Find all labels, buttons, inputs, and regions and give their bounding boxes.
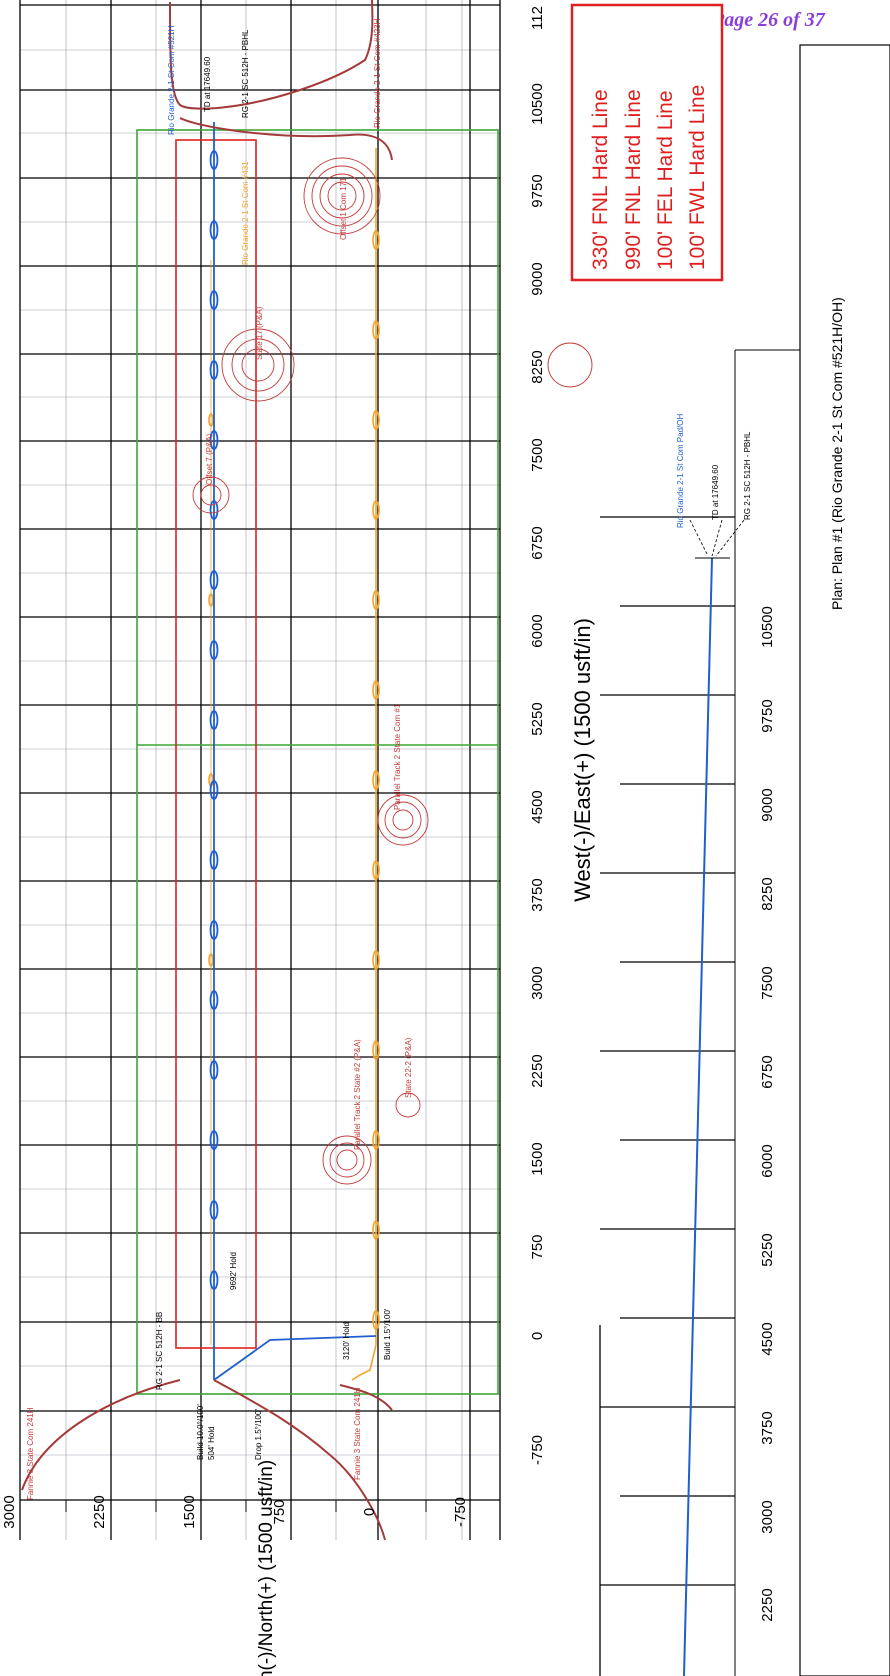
ann-hold-9692: 9692' Hold xyxy=(229,1252,238,1290)
main-y-tick-labels: 3000 2250 1500 750 0 -750 xyxy=(1,1495,469,1528)
ann-hold-3120: 3120' Hold xyxy=(342,1322,351,1360)
y-axis-label: South(-)/North(+) (1500 usft/in) xyxy=(256,1460,277,1676)
lower-tick-9750: 9750 xyxy=(759,699,776,732)
x-tick-8250: 8250 xyxy=(529,350,546,383)
lower-pbhl-label: RG 2-1 SC 512H - PBHL xyxy=(743,431,752,520)
lower-tick-5250: 5250 xyxy=(759,1233,776,1266)
hard-line-legend-box xyxy=(570,3,724,282)
ann-state-22: State 22-2 (P&A) xyxy=(404,1037,413,1098)
legend-line-4: 100' FWL Hard Line xyxy=(686,85,709,270)
lower-well-path xyxy=(683,557,713,1676)
ann-td: TD at 17649.60 xyxy=(203,56,212,112)
ann-fannie-3: Fannie 3 State Com 241H xyxy=(353,1387,362,1480)
main-major-grid xyxy=(19,0,501,1540)
y-tick-1500: 1500 xyxy=(181,1495,198,1528)
ann-rio-grande-431: Rio Grande 2-1 St Com #431 xyxy=(241,161,250,265)
lower-tick-7500: 7500 xyxy=(759,966,776,999)
green-hard-line xyxy=(136,129,499,1395)
x-tick-5250: 5250 xyxy=(529,702,546,735)
x-tick-7500: 7500 xyxy=(529,438,546,471)
x-tick-3750: 3750 xyxy=(529,878,546,911)
ann-fannie-3b: Fannie 3 State Com 241H xyxy=(26,1407,35,1500)
lower-tick-3750: 3750 xyxy=(759,1411,776,1444)
legend-line-2: 990' FNL Hard Line xyxy=(622,89,645,270)
x-tick-0: 0 xyxy=(529,1332,546,1340)
lower-tick-4500: 4500 xyxy=(759,1322,776,1355)
x-axis-label: West(-)/East(+) (1500 usft/in) xyxy=(570,618,595,902)
lower-tick-9000: 9000 xyxy=(759,788,776,821)
y-tick-0: 0 xyxy=(361,1508,378,1516)
lower-leaders xyxy=(689,519,745,557)
x-tick-9750: 9750 xyxy=(529,174,546,207)
offset-well-labels: Rio Grande 2-1 St Com #521H Rio Grande 2… xyxy=(26,18,413,1500)
x-tick-750: 750 xyxy=(529,1234,546,1259)
plan-caption-text: Plan: Plan #1 (Rio Grande 2-1 St Com #52… xyxy=(829,297,845,610)
lower-plot: Rio Grande 2-1 St Com Pad/OH TD at 17649… xyxy=(599,414,776,1676)
ann-drop: Drop 1.5°/100' xyxy=(254,1409,263,1460)
lower-pad-label: Rio Grande 2-1 St Com Pad/OH xyxy=(676,414,685,528)
ann-state-17: State 17 (P&A) xyxy=(255,306,264,360)
red-setback-box xyxy=(175,139,257,1349)
ann-build-10: Build 10.0°/100' xyxy=(196,1404,205,1460)
blue-planned-well xyxy=(209,122,377,1381)
x-tick-minus-750: -750 xyxy=(529,1435,546,1465)
maroon-lease-curves xyxy=(21,0,393,1541)
lower-x-tick-labels: 2250 3000 3750 4500 5250 6000 6750 7500 … xyxy=(759,606,776,1622)
x-tick-1500: 1500 xyxy=(529,1142,546,1175)
legend-line-3: 100' FEL Hard Line xyxy=(654,90,677,270)
ann-parallel-track-1: Parallel Track 2 State Com #1 xyxy=(393,703,402,810)
main-minor-grid xyxy=(20,0,500,1540)
main-plot: 3000 2250 1500 750 0 -750 South(-)/North… xyxy=(1,0,595,1676)
lower-grid xyxy=(599,516,735,1676)
x-tick-10500: 10500 xyxy=(529,83,546,125)
ann-hold-504: 504' Hold xyxy=(207,1426,216,1460)
lower-tick-2250: 2250 xyxy=(759,1588,776,1621)
main-axis-ticks xyxy=(19,1500,471,1520)
main-x-tick-labels: -750 0 750 1500 2250 3000 3750 4500 5250… xyxy=(529,6,546,1465)
legend-line-1: 330' FNL Hard Line xyxy=(589,89,612,270)
offset-well-circles xyxy=(192,157,593,1185)
x-tick-6000: 6000 xyxy=(529,614,546,647)
y-tick-2250: 2250 xyxy=(91,1495,108,1528)
lower-td-label: TD at 17649.60 xyxy=(711,464,720,520)
lower-tick-8250: 8250 xyxy=(759,877,776,910)
x-tick-9000: 9000 xyxy=(529,262,546,295)
ann-parallel-track-2: Parallel Track 2 State #2 (P&A) xyxy=(353,1039,362,1150)
lower-tick-6000: 6000 xyxy=(759,1144,776,1177)
x-tick-4500: 4500 xyxy=(529,790,546,823)
hard-line-legend: 330' FNL Hard Line 990' FNL Hard Line 10… xyxy=(570,3,724,282)
x-tick-112: 112 xyxy=(529,6,546,30)
main-annotations: RG 2-1 SC 512H - BB 9692' Hold Build 10.… xyxy=(155,29,392,1460)
lower-tick-10500: 10500 xyxy=(759,606,776,648)
ann-rg-bb: RG 2-1 SC 512H - BB xyxy=(155,1312,164,1390)
x-tick-6750: 6750 xyxy=(529,526,546,559)
x-tick-2250: 2250 xyxy=(529,1054,546,1087)
ann-pbhl: RG 2-1 SC 512H - PBHL xyxy=(241,29,250,118)
plan-caption: Plan: Plan #1 (Rio Grande 2-1 St Com #52… xyxy=(734,44,890,1676)
y-tick-3000: 3000 xyxy=(1,1495,18,1528)
x-tick-3000: 3000 xyxy=(529,966,546,999)
y-tick-minus-750: -750 xyxy=(452,1497,469,1527)
ann-offset-17: Offset 1 Com 171 xyxy=(339,177,348,240)
orange-offset-well xyxy=(208,148,380,1381)
y-tick-750: 750 xyxy=(271,1499,288,1524)
lower-tick-3000: 3000 xyxy=(759,1500,776,1533)
ann-rio-grande-423: Rio Grande 2-1 St Com #423H xyxy=(373,18,382,128)
ann-offset-7: Offset 7 (P&A) xyxy=(205,433,214,485)
ann-build-15: Build 1.5°/100' xyxy=(383,1308,392,1360)
ann-rio-grande-521: Rio Grande 2-1 St Com #521H xyxy=(167,25,176,135)
page-number: Page 26 of 37 xyxy=(711,9,826,31)
lower-tick-6750: 6750 xyxy=(759,1055,776,1088)
